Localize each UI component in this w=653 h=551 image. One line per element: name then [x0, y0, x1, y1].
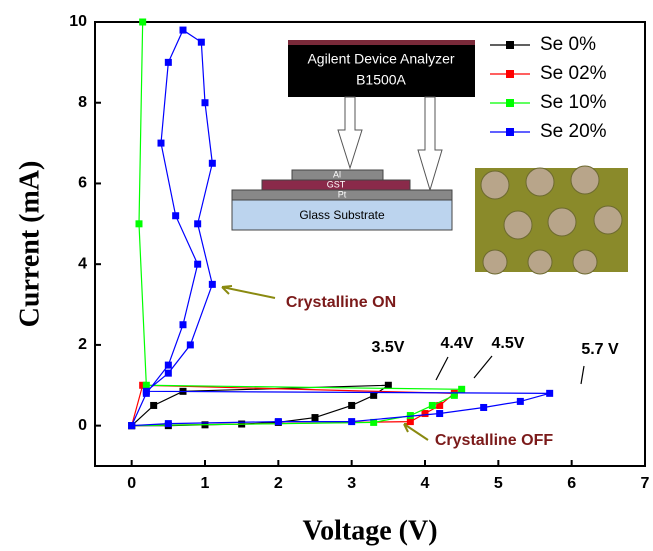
point [275, 418, 282, 425]
arrow [222, 286, 275, 298]
y-tick-label: 6 [78, 175, 87, 192]
point [209, 281, 216, 288]
y-tick-label: 4 [78, 255, 87, 272]
x-tick-label: 4 [421, 475, 430, 492]
inset-setup: Agilent Device Analyzer B1500A Al GST Pt… [232, 40, 475, 230]
point [187, 341, 194, 348]
point [348, 402, 355, 409]
instrument-label: Agilent Device Analyzer [307, 51, 454, 67]
point [458, 386, 465, 393]
point [165, 362, 172, 369]
probe-arrow [338, 97, 362, 168]
arrow [474, 356, 492, 378]
legend-label: Se 10% [540, 92, 607, 113]
x-tick-label: 6 [567, 475, 576, 492]
point [546, 390, 553, 397]
layer-label: Pt [338, 189, 347, 199]
annotation: Crystalline ON [286, 294, 396, 311]
x-axis-title: Voltage (V) [302, 515, 437, 546]
x-tick-label: 1 [201, 475, 210, 492]
point [139, 19, 146, 26]
inset-photo [475, 166, 628, 274]
point [150, 402, 157, 409]
x-tick-label: 3 [347, 475, 356, 492]
instrument-model: B1500A [356, 72, 406, 88]
point [143, 382, 150, 389]
instrument-edge [288, 40, 475, 45]
legend-marker [506, 128, 514, 136]
y-tick-label: 8 [78, 94, 87, 111]
point [407, 418, 414, 425]
x-tick-label: 2 [274, 475, 283, 492]
x-tick-label: 0 [127, 475, 136, 492]
annotation: 5.7 V [581, 341, 619, 358]
legend-label: Se 02% [540, 63, 607, 84]
layer-label: GST [327, 179, 346, 189]
point [172, 212, 179, 219]
point [165, 59, 172, 66]
x-tick-label: 5 [494, 475, 503, 492]
arrow [436, 357, 448, 380]
probe-arrow [418, 97, 442, 190]
y-tick-label: 2 [78, 336, 87, 353]
point [165, 420, 172, 427]
point [480, 404, 487, 411]
point [194, 220, 201, 227]
point [436, 410, 443, 417]
point [158, 140, 165, 147]
y-axis-title: Current (mA) [14, 161, 45, 328]
point [143, 390, 150, 397]
point [202, 99, 209, 106]
arrow [581, 366, 584, 384]
x-tick-label: 7 [641, 475, 650, 492]
y-tick-label: 10 [69, 13, 87, 30]
legend-marker [506, 41, 514, 49]
point [198, 39, 205, 46]
point [348, 418, 355, 425]
arrow [404, 424, 428, 440]
point [422, 410, 429, 417]
annotation: 4.5V [492, 335, 525, 352]
point [312, 414, 319, 421]
layer-label: Glass Substrate [299, 208, 385, 222]
legend-label: Se 20% [540, 121, 607, 142]
instrument-box [288, 40, 475, 97]
point [209, 160, 216, 167]
point [429, 402, 436, 409]
legend-label: Se 0% [540, 34, 596, 55]
annotation: 3.5V [372, 339, 405, 356]
point [180, 27, 187, 34]
point [385, 382, 392, 389]
legend-marker [506, 70, 514, 78]
point [136, 220, 143, 227]
legend-marker [506, 99, 514, 107]
point [128, 422, 135, 429]
layer-label: Al [333, 169, 341, 179]
annotation: Crystalline OFF [435, 432, 553, 449]
point [194, 261, 201, 268]
point [517, 398, 524, 405]
point [165, 370, 172, 377]
point [180, 321, 187, 328]
annotation: 4.4V [441, 335, 474, 352]
y-tick-label: 0 [78, 417, 87, 434]
chart: Current (mA) Voltage (V) Agilent Device … [0, 0, 653, 551]
